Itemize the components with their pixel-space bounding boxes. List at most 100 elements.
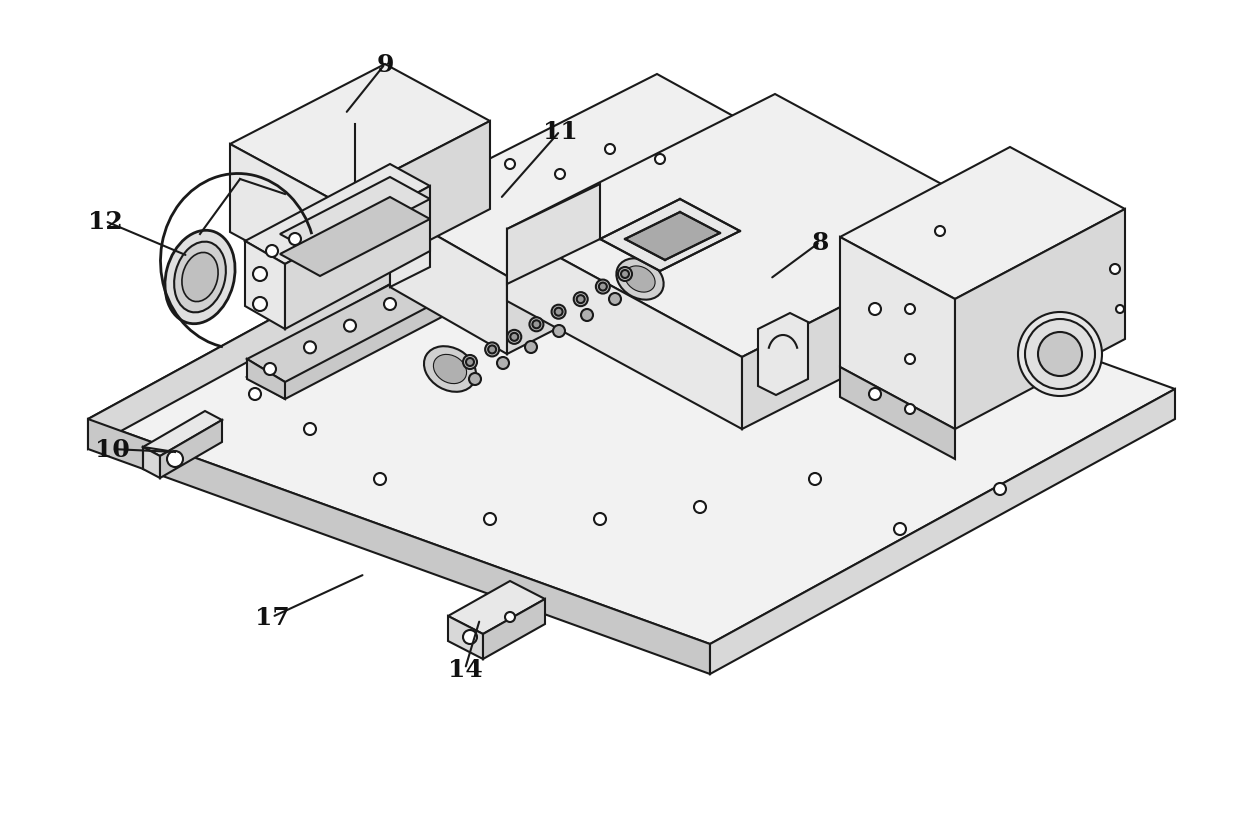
Circle shape	[503, 233, 516, 246]
Polygon shape	[247, 359, 285, 400]
Circle shape	[463, 630, 477, 644]
Polygon shape	[660, 145, 839, 258]
Circle shape	[552, 306, 565, 320]
Ellipse shape	[434, 355, 466, 384]
Circle shape	[994, 484, 1006, 495]
Polygon shape	[507, 140, 775, 354]
Circle shape	[694, 502, 706, 513]
Polygon shape	[507, 185, 600, 285]
Circle shape	[905, 405, 915, 415]
Ellipse shape	[424, 347, 476, 392]
Polygon shape	[711, 389, 1176, 674]
Circle shape	[894, 523, 906, 536]
Polygon shape	[285, 187, 430, 330]
Ellipse shape	[625, 267, 655, 293]
Text: 14: 14	[448, 657, 482, 681]
Polygon shape	[143, 447, 160, 479]
Circle shape	[532, 321, 541, 329]
Circle shape	[249, 388, 260, 401]
Text: 17: 17	[254, 605, 289, 629]
Polygon shape	[160, 421, 222, 479]
Circle shape	[935, 227, 945, 237]
Polygon shape	[839, 368, 955, 460]
Circle shape	[577, 296, 585, 304]
Circle shape	[869, 304, 880, 315]
Ellipse shape	[182, 253, 218, 302]
Polygon shape	[247, 145, 701, 383]
Circle shape	[505, 612, 515, 623]
Polygon shape	[600, 200, 740, 272]
Circle shape	[497, 358, 508, 369]
Polygon shape	[484, 599, 546, 659]
Circle shape	[343, 320, 356, 332]
Circle shape	[489, 346, 496, 354]
Circle shape	[463, 355, 477, 369]
Polygon shape	[229, 145, 335, 290]
Circle shape	[484, 513, 496, 525]
Circle shape	[304, 423, 316, 436]
Polygon shape	[229, 65, 490, 202]
Circle shape	[507, 330, 521, 344]
Polygon shape	[955, 209, 1125, 430]
Circle shape	[267, 246, 278, 258]
Polygon shape	[507, 229, 742, 430]
Circle shape	[905, 354, 915, 364]
Polygon shape	[143, 412, 222, 456]
Polygon shape	[247, 163, 701, 400]
Circle shape	[466, 359, 474, 367]
Polygon shape	[246, 165, 430, 265]
Polygon shape	[88, 165, 556, 450]
Circle shape	[599, 283, 606, 291]
Text: 12: 12	[88, 209, 123, 233]
Polygon shape	[839, 238, 955, 430]
Polygon shape	[839, 148, 1125, 300]
Circle shape	[905, 305, 915, 315]
Polygon shape	[88, 165, 1176, 644]
Circle shape	[605, 145, 615, 155]
Circle shape	[264, 363, 277, 376]
Polygon shape	[88, 420, 711, 674]
Circle shape	[869, 388, 880, 401]
Circle shape	[253, 297, 267, 311]
Circle shape	[556, 170, 565, 180]
Circle shape	[1038, 333, 1083, 377]
Circle shape	[618, 267, 632, 282]
Polygon shape	[660, 163, 839, 276]
Polygon shape	[625, 213, 720, 261]
Polygon shape	[335, 122, 490, 290]
Polygon shape	[391, 205, 430, 287]
Ellipse shape	[616, 259, 663, 301]
Circle shape	[1018, 313, 1102, 397]
Circle shape	[624, 169, 636, 181]
Circle shape	[424, 277, 436, 289]
Circle shape	[304, 342, 316, 354]
Polygon shape	[448, 616, 484, 659]
Circle shape	[253, 267, 267, 282]
Circle shape	[808, 474, 821, 485]
Circle shape	[655, 155, 665, 165]
Circle shape	[511, 334, 518, 341]
Polygon shape	[280, 178, 430, 257]
Circle shape	[582, 310, 593, 321]
Circle shape	[544, 212, 556, 224]
Polygon shape	[507, 95, 1011, 358]
Text: 9: 9	[376, 53, 394, 77]
Text: 8: 8	[811, 231, 828, 255]
Circle shape	[574, 293, 588, 306]
Circle shape	[525, 342, 537, 354]
Circle shape	[505, 160, 515, 170]
Circle shape	[1116, 306, 1123, 314]
Circle shape	[374, 474, 386, 485]
Circle shape	[609, 294, 621, 306]
Polygon shape	[448, 581, 546, 634]
Polygon shape	[391, 75, 775, 277]
Circle shape	[469, 373, 481, 386]
Circle shape	[455, 185, 465, 195]
Circle shape	[529, 318, 543, 332]
Circle shape	[1110, 265, 1120, 275]
Text: 10: 10	[94, 437, 129, 461]
Circle shape	[289, 233, 301, 246]
Circle shape	[584, 190, 596, 202]
Circle shape	[384, 299, 396, 310]
Circle shape	[553, 325, 565, 338]
